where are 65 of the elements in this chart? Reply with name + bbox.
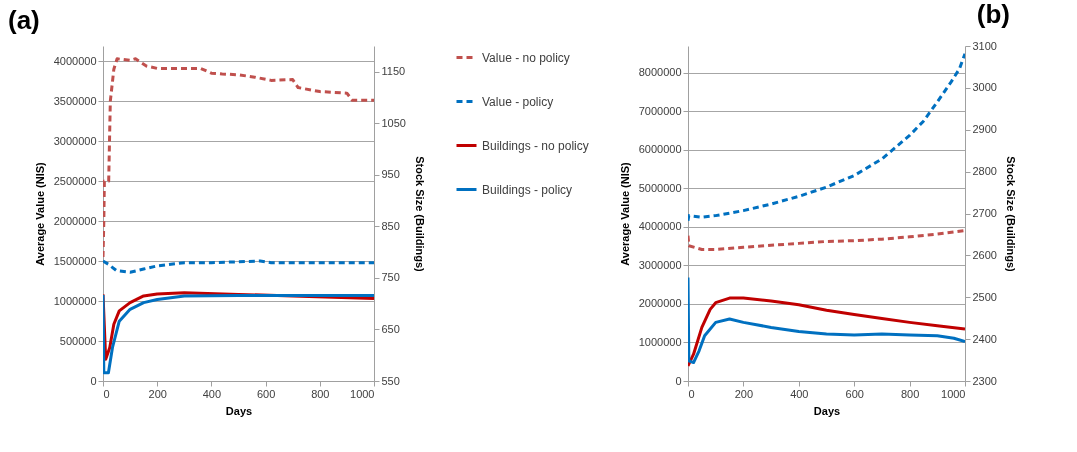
y2-tick-label: 750	[381, 271, 400, 284]
legend-label: Value - policy	[482, 94, 554, 109]
line-series	[688, 229, 965, 252]
x-tick-label: 0	[103, 387, 110, 400]
line-series	[103, 293, 374, 375]
y2-tick-label: 3000	[972, 81, 997, 94]
y2-tick-label: 2300	[972, 374, 997, 387]
y-tick-label: 2500000	[53, 174, 97, 187]
y2-tick-label: 2500	[972, 290, 997, 303]
chart-title: (b)	[976, 0, 1010, 29]
legend-label: Value - no policy	[482, 50, 570, 65]
y2-tick-label: 650	[381, 322, 400, 335]
y-tick-label: 7000000	[638, 104, 682, 117]
y2-tick-label: 2600	[972, 248, 997, 261]
y-tick-label: 500000	[59, 334, 97, 347]
y-tick-label: 6000000	[638, 143, 682, 156]
x-tick-label: 800	[311, 387, 330, 400]
x-tick-label: 200	[734, 387, 754, 400]
y-tick-label: 4000000	[638, 220, 682, 233]
y2-tick-label: 2900	[972, 123, 997, 136]
x-tick-label: 400	[202, 387, 222, 400]
y-tick-label: 4000000	[53, 54, 97, 67]
y2-tick-label: 2700	[972, 207, 997, 219]
x-tick-label: 200	[148, 387, 167, 400]
y-tick-label: 8000000	[638, 66, 682, 79]
x-tick-label: 600	[845, 387, 864, 400]
y2-tick-label: 2400	[972, 332, 997, 345]
y-tick-label: 2000000	[53, 214, 97, 227]
x-axis-title: Days	[813, 404, 841, 417]
x-tick-label: 600	[256, 387, 276, 400]
line-series	[103, 57, 374, 259]
y2-tick-label: 3100	[972, 39, 997, 52]
legend-label: Buildings - no policy	[482, 138, 589, 153]
y2-axis-title: Stock Size (Buildings)	[413, 156, 426, 273]
y-axis-title: Average Value (NIS)	[33, 161, 46, 266]
y-axis-title: Average Value (NIS)	[618, 161, 631, 266]
x-tick-label: 1000	[350, 387, 375, 400]
y2-tick-label: 1150	[381, 65, 406, 78]
y-tick-label: 5000000	[638, 181, 682, 194]
x-axis-title: Days	[225, 404, 253, 417]
line-series	[688, 296, 965, 368]
y2-tick-label: 2800	[972, 165, 997, 178]
line-series	[688, 276, 965, 365]
x-tick-label: 800	[900, 387, 920, 400]
x-tick-label: 1000	[941, 387, 966, 400]
y-tick-label: 3000000	[53, 134, 97, 147]
y-tick-label: 1000000	[53, 294, 97, 307]
y-tick-label: 2000000	[638, 297, 682, 310]
y2-tick-label: 1050	[381, 116, 406, 129]
legend-label: Buildings - policy	[482, 182, 573, 197]
y-tick-label: 0	[90, 374, 97, 387]
x-tick-label: 400	[790, 387, 809, 400]
y-tick-label: 1500000	[53, 254, 97, 267]
y2-tick-label: 950	[381, 168, 400, 181]
line-series	[103, 259, 374, 274]
y2-tick-label: 850	[381, 219, 400, 232]
y2-axis-title: Stock Size (Buildings)	[1004, 156, 1017, 273]
chart-title: (a)	[8, 5, 40, 35]
line-series	[688, 52, 965, 223]
x-tick-label: 0	[688, 387, 695, 400]
y-tick-label: 3500000	[53, 94, 97, 107]
y2-tick-label: 550	[381, 374, 400, 387]
y-tick-label: 0	[675, 374, 682, 387]
y-tick-label: 1000000	[638, 335, 682, 348]
y-tick-label: 3000000	[638, 258, 682, 271]
